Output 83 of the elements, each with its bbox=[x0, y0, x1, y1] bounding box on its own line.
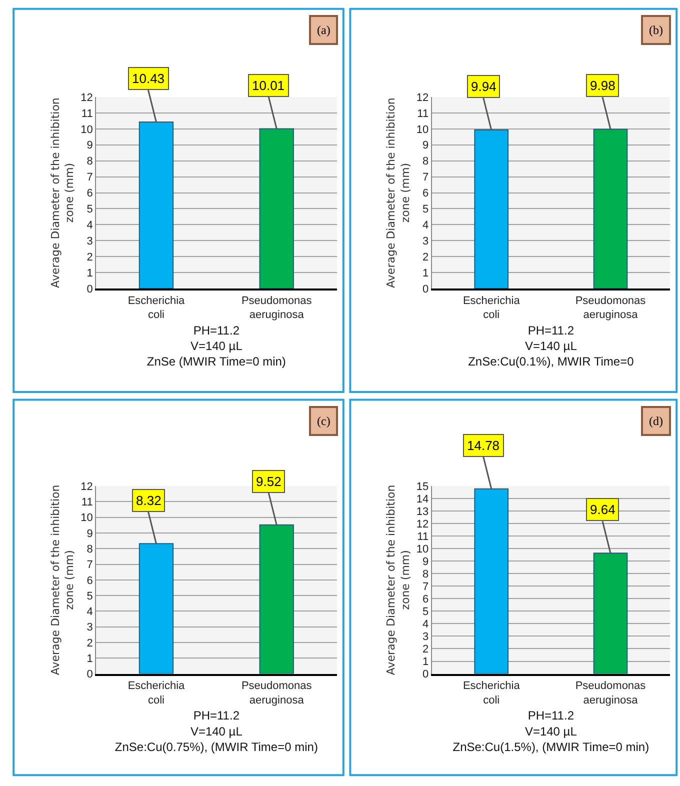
y-tick-label: 7 bbox=[86, 559, 93, 572]
y-tick-label: 2 bbox=[422, 644, 429, 656]
x-tick-label: Pseudomonas aeruginosa bbox=[241, 294, 312, 322]
data-label: 9.64 bbox=[590, 502, 616, 517]
y-tick-label: 3 bbox=[86, 236, 93, 248]
y-tick-label: 10 bbox=[416, 544, 429, 556]
y-tick-label: 7 bbox=[422, 581, 429, 594]
y-tick-label: 9 bbox=[86, 140, 93, 152]
y-tick-label: 10 bbox=[80, 124, 93, 136]
x-axis-title: PH=11.2 V=140 µL ZnSe:Cu(0.1%), MWIR Time=0 bbox=[468, 323, 634, 369]
y-tick-label: 15 bbox=[416, 480, 429, 493]
x-tick-label: Pseudomonas aeruginosa bbox=[575, 294, 646, 322]
chart-title: (d) bbox=[649, 414, 663, 428]
data-label: 10.01 bbox=[252, 78, 285, 93]
y-tick-label: 11 bbox=[81, 496, 93, 509]
y-tick-label: 12 bbox=[416, 92, 429, 104]
y-tick-label: 9 bbox=[422, 556, 429, 568]
x-tick-label: Escherichia coli bbox=[128, 680, 186, 706]
data-label: 14.78 bbox=[467, 438, 500, 453]
y-tick-label: 6 bbox=[86, 574, 93, 587]
y-tick-label: 8 bbox=[422, 568, 429, 581]
x-tick-label: Pseudomonas aeruginosa bbox=[241, 680, 312, 706]
y-tick-label: 4 bbox=[86, 606, 93, 618]
y-tick-label: 6 bbox=[422, 594, 429, 606]
y-tick-label: 1 bbox=[86, 652, 93, 665]
x-tick-label: Pseudomonas aeruginosa bbox=[575, 680, 646, 706]
y-tick-label: 7 bbox=[86, 172, 93, 184]
y-tick-label: 12 bbox=[416, 518, 429, 530]
y-tick-label: 1 bbox=[422, 267, 429, 280]
x-tick-label: Escherichia coli bbox=[128, 294, 186, 322]
y-axis-title: Average Diameter of the inhibition zone (mm) bbox=[48, 484, 76, 676]
x-tick-label: Escherichia coli bbox=[462, 294, 521, 322]
y-tick-label: 10 bbox=[416, 124, 429, 136]
y-axis-title: Average Diameter of the inhibition zone (mm) bbox=[384, 484, 412, 676]
y-tick-label: 4 bbox=[86, 220, 93, 232]
y-tick-label: 1 bbox=[422, 656, 429, 668]
y-tick-label: 7 bbox=[422, 172, 429, 184]
chart-title: (b) bbox=[649, 23, 663, 37]
data-label: 9.94 bbox=[471, 79, 496, 94]
y-tick-label: 8 bbox=[422, 156, 429, 168]
y-tick-label: 3 bbox=[422, 236, 429, 248]
y-tick-label: 12 bbox=[80, 480, 93, 493]
y-tick-label: 6 bbox=[86, 188, 93, 200]
y-tick-label: 5 bbox=[86, 590, 93, 602]
y-tick-label: 13 bbox=[416, 506, 429, 518]
y-tick-label: 14 bbox=[416, 493, 429, 506]
data-label: 9.98 bbox=[590, 78, 616, 93]
y-tick-label: 5 bbox=[86, 204, 93, 216]
y-tick-label: 0 bbox=[86, 668, 93, 681]
y-tick-label: 9 bbox=[86, 528, 93, 540]
y-tick-label: 4 bbox=[422, 618, 429, 631]
y-tick-label: 2 bbox=[86, 637, 93, 650]
y-tick-label: 11 bbox=[417, 530, 429, 543]
chart-title: (a) bbox=[317, 23, 330, 37]
y-tick-label: 10 bbox=[80, 512, 93, 524]
x-tick-label: Escherichia coli bbox=[462, 680, 521, 706]
y-tick-label: 11 bbox=[81, 108, 93, 120]
y-tick-label: 11 bbox=[417, 108, 429, 120]
x-axis-title: PH=11.2 V=140 µL ZnSe (MWIR Time=0 min) bbox=[146, 323, 286, 369]
y-tick-label: 8 bbox=[86, 544, 93, 556]
y-tick-label: 3 bbox=[422, 631, 429, 644]
data-label: 10.43 bbox=[132, 71, 165, 86]
data-label: 8.32 bbox=[136, 493, 162, 508]
data-label: 9.52 bbox=[256, 474, 282, 489]
y-tick-label: 2 bbox=[86, 251, 93, 264]
y-tick-label: 2 bbox=[422, 251, 429, 264]
y-axis-title: Average Diameter of the inhibition zone (mm) bbox=[48, 98, 76, 288]
y-tick-label: 3 bbox=[86, 622, 93, 634]
x-axis-title: PH=11.2 V=140 µL ZnSe:Cu(1.5%), (MWIR Time=0 min) bbox=[452, 708, 650, 754]
y-tick-label: 12 bbox=[80, 92, 93, 104]
y-tick-label: 6 bbox=[422, 188, 429, 200]
x-axis-title: PH=11.2 V=140 µL ZnSe:Cu(0.75%), (MWIR Time=0 min) bbox=[114, 708, 318, 754]
chart-title: (c) bbox=[317, 414, 330, 428]
y-tick-label: 0 bbox=[86, 283, 93, 296]
y-tick-label: 4 bbox=[422, 220, 429, 232]
y-tick-label: 0 bbox=[422, 668, 429, 681]
y-tick-label: 5 bbox=[422, 204, 429, 216]
y-tick-label: 1 bbox=[86, 267, 93, 280]
y-axis-title: Average Diameter of the inhibition zone (mm) bbox=[384, 98, 412, 288]
y-tick-label: 0 bbox=[422, 283, 429, 296]
y-tick-label: 9 bbox=[422, 140, 429, 152]
y-tick-label: 8 bbox=[86, 156, 93, 168]
y-tick-label: 5 bbox=[422, 606, 429, 618]
